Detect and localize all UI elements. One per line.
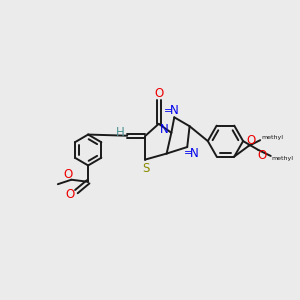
Text: H: H [116,126,124,139]
Text: O: O [154,87,163,100]
Text: N: N [160,123,168,136]
Text: S: S [142,162,149,175]
Text: O: O [247,134,256,147]
Text: O: O [64,168,73,181]
Text: N: N [170,104,179,117]
Text: O: O [257,149,266,162]
Text: =: = [184,148,193,159]
Text: =: = [164,106,172,116]
Text: N: N [190,147,199,160]
Text: methyl: methyl [272,156,294,161]
Text: O: O [65,188,74,201]
Text: methyl: methyl [261,135,283,140]
